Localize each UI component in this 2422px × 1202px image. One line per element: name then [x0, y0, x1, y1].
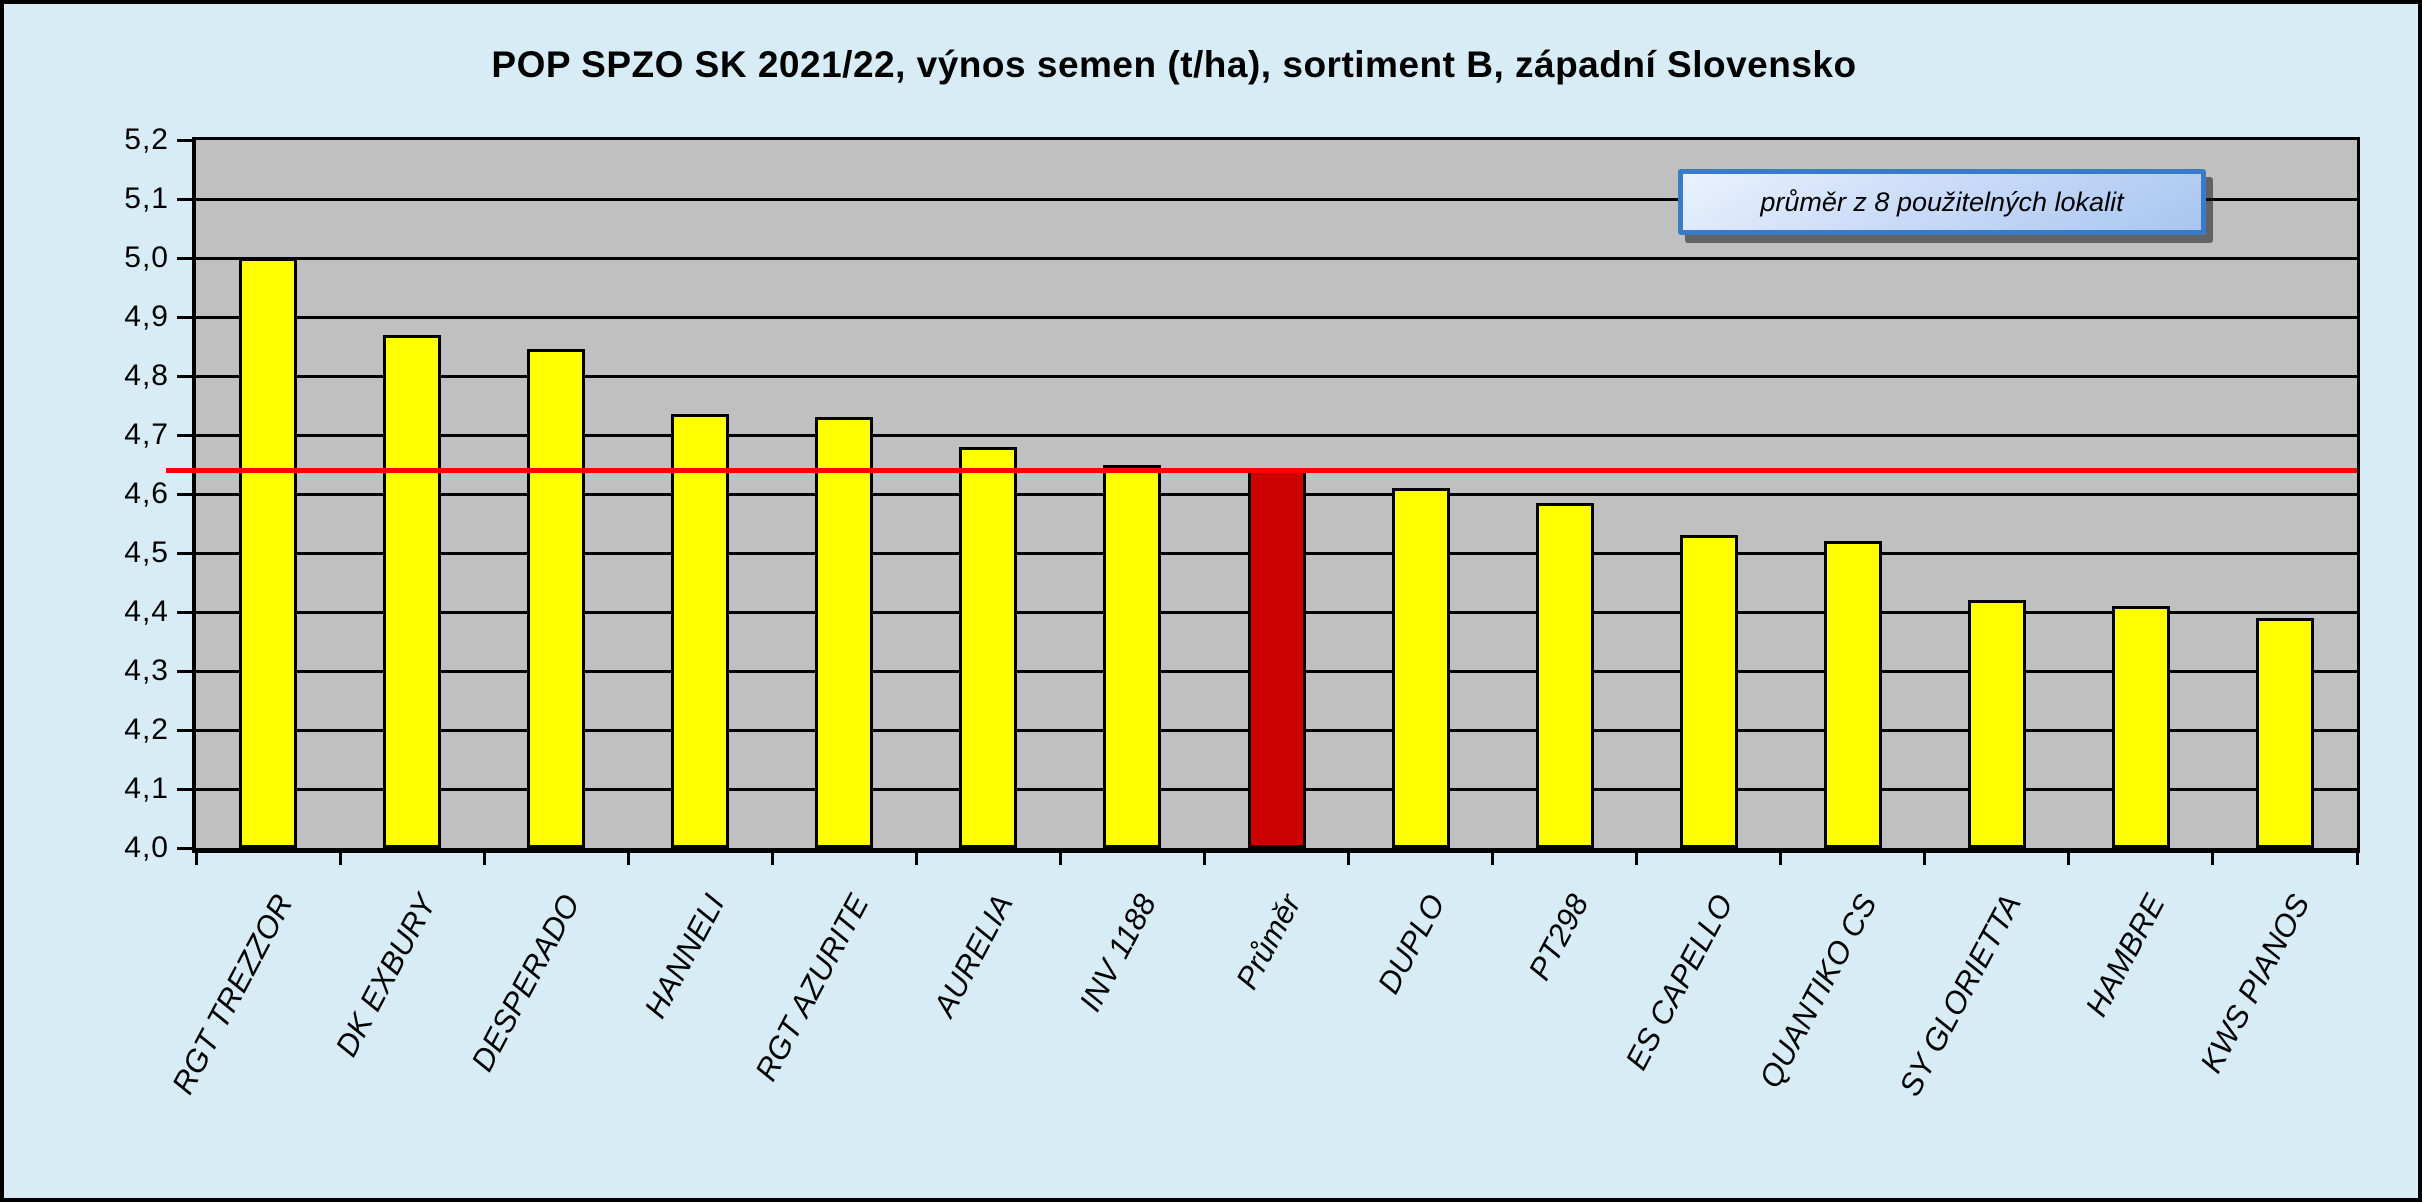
x-tick-label: HANNELI [637, 888, 732, 1024]
y-tick-mark [177, 256, 192, 260]
average-line [166, 467, 2357, 473]
x-tick-mark [1202, 851, 1206, 865]
gridline [196, 315, 2357, 319]
y-tick-mark [177, 433, 192, 437]
x-tick-mark [1923, 851, 1927, 865]
x-tick-mark [1779, 851, 1783, 865]
bar-pt298 [1535, 502, 1594, 848]
y-tick-label: 4,8 [124, 359, 169, 392]
x-tick-mark [2067, 851, 2071, 865]
bar-dk-exbury [383, 334, 442, 848]
x-tick-mark [770, 851, 774, 865]
x-tick-label: AURELIA [926, 888, 1020, 1023]
x-tick-label: SY GLORIETTA [1892, 888, 2028, 1102]
y-tick-label: 4,1 [124, 772, 169, 805]
y-tick-mark [177, 315, 192, 319]
y-tick-mark [177, 138, 192, 142]
x-tick-mark [1491, 851, 1495, 865]
bar-aurelia [959, 446, 1018, 848]
x-tick-mark [1058, 851, 1062, 865]
y-tick-mark [177, 197, 192, 201]
y-tick-mark [177, 728, 192, 732]
x-tick-label: PT298 [1521, 888, 1596, 986]
x-tick-label: KWS PIANOS [2192, 888, 2316, 1079]
y-tick-label: 4,5 [124, 536, 169, 569]
y-tick-label: 4,4 [124, 595, 169, 628]
x-tick-mark [914, 851, 918, 865]
y-tick-label: 5,2 [124, 123, 169, 156]
y-tick-label: 5,0 [124, 241, 169, 274]
y-tick-label: 4,3 [124, 654, 169, 687]
y-tick-mark [177, 846, 192, 850]
x-tick-label: DK EXBURY [328, 888, 444, 1063]
y-tick-mark [177, 374, 192, 378]
x-tick-label: HAMBRE [2078, 888, 2172, 1023]
x-tick-mark [1635, 851, 1639, 865]
gridline [196, 374, 2357, 378]
bar-kws-pianos [2255, 617, 2314, 848]
x-tick-label: Průměr [1228, 888, 1308, 995]
gridline [196, 433, 2357, 437]
legend-label: průměr z 8 použitelných lokalit [1760, 186, 2124, 217]
x-tick-mark [338, 851, 342, 865]
x-tick-mark [482, 851, 486, 865]
bar-sy-glorietta [1967, 600, 2026, 848]
x-tick-mark [194, 851, 198, 865]
x-tick-label: ES CAPELLO [1618, 888, 1740, 1076]
y-tick-mark [177, 551, 192, 555]
y-tick-label: 4,9 [124, 300, 169, 333]
bar-desperado [527, 349, 586, 848]
x-tick-mark [1347, 851, 1351, 865]
x-tick-mark [2211, 851, 2215, 865]
x-tick-mark [2355, 851, 2359, 865]
chart-title: POP SPZO SK 2021/22, výnos semen (t/ha),… [491, 44, 1857, 85]
y-tick-mark [177, 610, 192, 614]
y-tick-label: 5,1 [124, 182, 169, 215]
x-tick-label: RGT TREZZOR [164, 888, 300, 1100]
gridline [196, 197, 2357, 201]
bar-duplo [1391, 488, 1450, 848]
gridline [196, 256, 2357, 260]
bar-hambre [2111, 606, 2170, 848]
bar-quantiko-cs [1823, 541, 1882, 848]
x-tick-label: DUPLO [1370, 888, 1452, 1000]
y-tick-label: 4,2 [124, 713, 169, 746]
y-tick-mark [177, 492, 192, 496]
bar-es-capello [1679, 535, 1738, 848]
plot-area: průměr z 8 použitelných lokalit [166, 137, 2360, 853]
legend-box: průměr z 8 použitelných lokalit [1678, 169, 2206, 235]
y-tick-label: 4,6 [124, 477, 169, 510]
bar-rgt-trezzor [239, 258, 298, 848]
y-tick-label: 4,7 [124, 418, 169, 451]
y-tick-mark [177, 787, 192, 791]
x-tick-label: DESPERADO [464, 888, 588, 1077]
bar-průměr [1247, 470, 1306, 848]
y-tick-label: 4,0 [124, 831, 169, 864]
bar-hanneli [671, 414, 730, 848]
y-tick-mark [177, 669, 192, 673]
x-tick-label: RGT AZURITE [747, 888, 876, 1087]
x-tick-mark [626, 851, 630, 865]
x-tick-label: INV 1188 [1072, 888, 1164, 1018]
bar-rgt-azurite [815, 417, 874, 848]
bar-inv-1188 [1103, 464, 1162, 848]
x-tick-label: QUANTIKO CS [1752, 888, 1884, 1094]
